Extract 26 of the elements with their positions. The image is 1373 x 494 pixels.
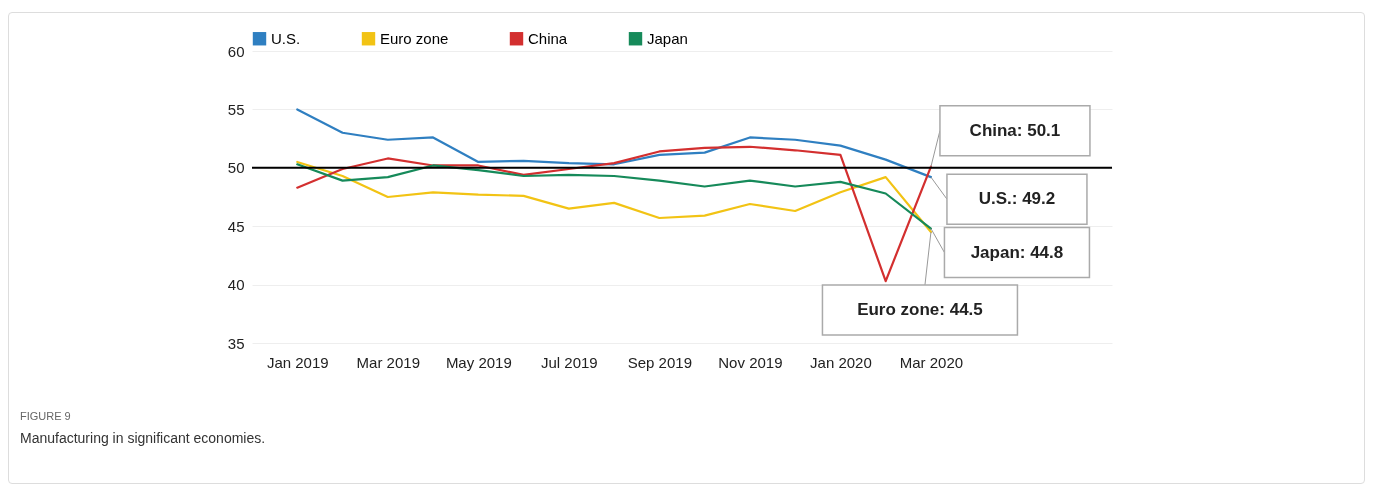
text: FIGURE 9 bbox=[20, 410, 71, 422]
line-series bbox=[296, 108, 933, 179]
annotation: China: 50.1 bbox=[969, 120, 1061, 140]
x-tick-label: Jan 2019 bbox=[266, 353, 329, 371]
annotation: Japan: 44.8 bbox=[970, 242, 1064, 262]
line-series bbox=[296, 145, 933, 283]
legend-label: U.S. bbox=[271, 29, 301, 47]
y-tick-label: 35 bbox=[227, 334, 245, 352]
x-tick-label: Mar 2020 bbox=[899, 353, 964, 371]
y-tick-label: 60 bbox=[227, 42, 245, 60]
annotation: U.S.: 49.2 bbox=[978, 189, 1056, 209]
text: Manufacturing in significant economies. bbox=[20, 430, 266, 446]
x-tick-label: Sep 2019 bbox=[627, 353, 692, 371]
legend-label: Euro zone bbox=[380, 29, 449, 47]
x-tick-label: Jan 2020 bbox=[810, 353, 872, 371]
y-tick-label: 45 bbox=[227, 217, 245, 235]
y-tick-label: 50 bbox=[227, 159, 245, 177]
x-tick-label: Nov 2019 bbox=[718, 353, 783, 371]
x-tick-label: Mar 2019 bbox=[356, 353, 420, 371]
x-tick-label: May 2019 bbox=[445, 353, 512, 371]
x-tick-label: Jul 2019 bbox=[540, 353, 598, 371]
legend-label: China bbox=[528, 29, 568, 47]
annotation: Euro zone: 44.5 bbox=[857, 300, 983, 320]
y-tick-label: 40 bbox=[227, 276, 245, 294]
legend-label: Japan bbox=[647, 29, 688, 47]
y-tick-label: 55 bbox=[227, 100, 245, 118]
